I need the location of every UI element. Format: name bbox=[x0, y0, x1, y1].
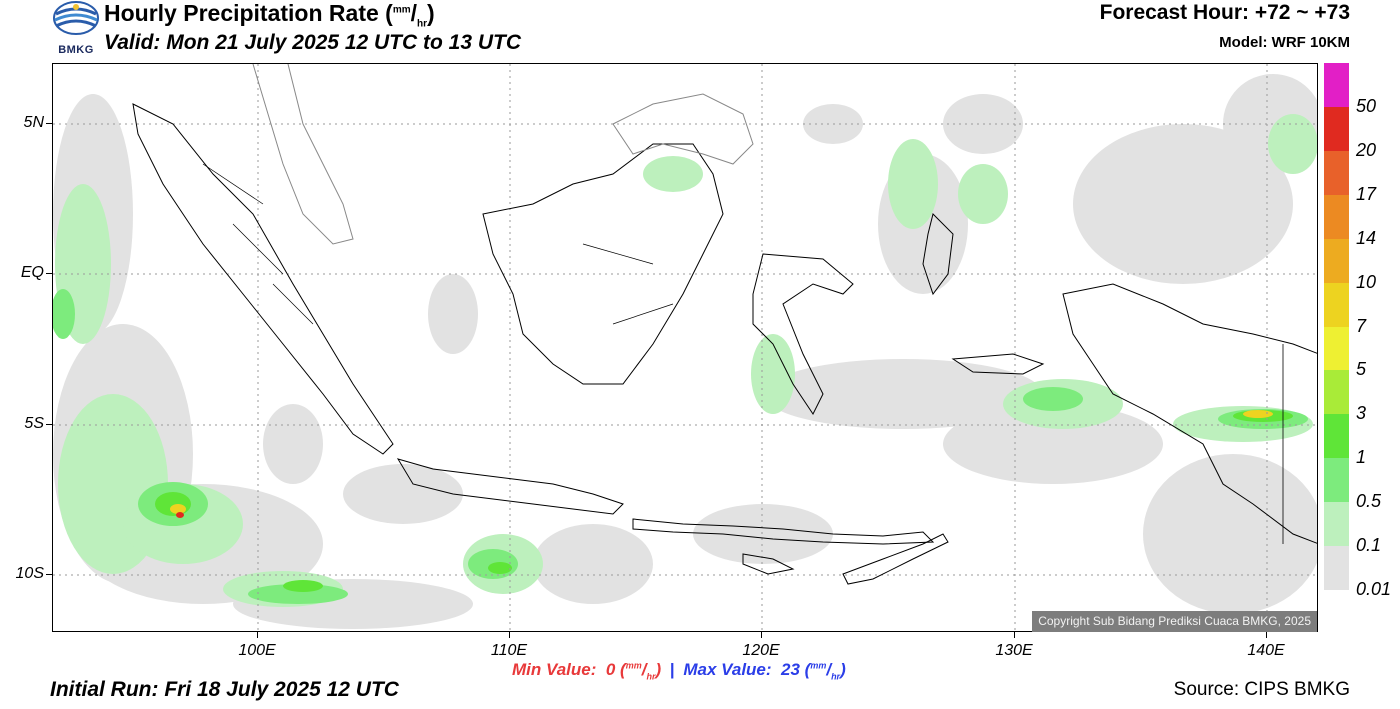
legend-label: 50 bbox=[1356, 95, 1377, 116]
lat-label-5n: 5N bbox=[23, 114, 44, 131]
legend-label: 17 bbox=[1356, 183, 1377, 204]
legend-swatch bbox=[1324, 282, 1349, 327]
legend-swatch bbox=[1324, 546, 1349, 591]
legend-colorbar bbox=[1324, 63, 1349, 591]
legend-swatch bbox=[1324, 150, 1349, 196]
min-value-text: Min Value: 0 (mm/hr) bbox=[512, 660, 662, 682]
legend-swatch bbox=[1324, 414, 1349, 459]
lon-label-130e: 130E bbox=[995, 642, 1033, 659]
lon-tick bbox=[761, 632, 762, 638]
lon-tick bbox=[257, 632, 258, 638]
logo-text: BMKG bbox=[58, 44, 94, 56]
lon-label-110e: 110E bbox=[490, 642, 528, 659]
lat-tick bbox=[46, 273, 52, 274]
legend-label: 3 bbox=[1356, 403, 1367, 424]
lon-tick bbox=[1014, 632, 1015, 638]
legend-swatch bbox=[1324, 458, 1349, 503]
min-max-separator: | bbox=[669, 660, 675, 679]
seram-outline bbox=[951, 353, 1045, 375]
map-canvas bbox=[53, 64, 1317, 631]
papua-outline bbox=[1062, 283, 1317, 544]
legend-swatch bbox=[1324, 370, 1349, 415]
legend-label: 14 bbox=[1356, 227, 1377, 248]
source-credit: Source: CIPS BMKG bbox=[1173, 679, 1350, 700]
borneo-outline bbox=[482, 143, 724, 385]
lon-label-140e: 140E bbox=[1247, 642, 1285, 659]
lesser-sunda-outline bbox=[632, 518, 935, 545]
lat-label-5s: 5S bbox=[24, 415, 44, 432]
legend-swatch bbox=[1324, 238, 1349, 284]
legend-label: 0.5 bbox=[1356, 491, 1382, 512]
max-value-text: Max Value: 23 (mm/hr) bbox=[683, 660, 846, 682]
lat-label-10s: 10S bbox=[15, 565, 44, 582]
lon-tick bbox=[1266, 632, 1267, 638]
model-name: Model: WRF 10KM bbox=[1219, 34, 1350, 51]
timor-outline bbox=[842, 533, 949, 585]
peak-rain-spot bbox=[176, 512, 184, 518]
sumba-outline bbox=[742, 553, 795, 575]
legend-swatch bbox=[1324, 502, 1349, 547]
legend-swatch bbox=[1324, 63, 1349, 108]
lon-tick bbox=[509, 632, 510, 638]
lon-label-100e: 100E bbox=[238, 642, 276, 659]
min-max-values: Min Value: 0 (mm/hr) | Max Value: 23 (mm… bbox=[512, 660, 846, 681]
sumatra-outline bbox=[132, 103, 394, 455]
legend-label: 7 bbox=[1356, 315, 1367, 336]
lat-tick bbox=[46, 123, 52, 124]
bmkg-logo bbox=[53, 1, 99, 35]
legend-label: 1 bbox=[1356, 447, 1367, 468]
forecast-hour: Forecast Hour: +72 ~ +73 bbox=[1099, 1, 1350, 24]
lon-label-120e: 120E bbox=[742, 642, 780, 659]
lat-tick bbox=[46, 424, 52, 425]
legend-label: 5 bbox=[1356, 359, 1367, 380]
chart-title: Hourly Precipitation Rate (mm/hr) bbox=[104, 0, 435, 30]
legend-label: 0.01 bbox=[1356, 579, 1392, 599]
java-outline bbox=[396, 458, 624, 515]
legend-swatch bbox=[1324, 194, 1349, 240]
initial-run: Initial Run: Fri 18 July 2025 12 UTC bbox=[50, 678, 399, 701]
lat-tick bbox=[46, 574, 52, 575]
legend-label: 20 bbox=[1356, 139, 1377, 160]
legend-label: 0.1 bbox=[1356, 535, 1382, 556]
malay-peninsula-outline bbox=[252, 64, 354, 245]
light-rain-areas bbox=[53, 74, 1317, 629]
intense-rain-areas bbox=[170, 410, 1273, 514]
coastlines bbox=[132, 64, 1317, 585]
maluku-outline bbox=[922, 213, 954, 296]
valid-time: Valid: Mon 21 July 2025 12 UTC to 13 UTC bbox=[104, 31, 522, 54]
precipitation-map bbox=[52, 63, 1318, 632]
lat-label-eq: EQ bbox=[20, 264, 44, 281]
sulawesi-outline bbox=[752, 253, 854, 415]
legend-label: 10 bbox=[1356, 271, 1377, 292]
mindanao-outline bbox=[612, 93, 754, 165]
copyright-notice: Copyright Sub Bidang Prediksi Cuaca BMKG… bbox=[1032, 611, 1317, 632]
legend-swatch bbox=[1324, 326, 1349, 371]
legend-swatch bbox=[1324, 106, 1349, 152]
